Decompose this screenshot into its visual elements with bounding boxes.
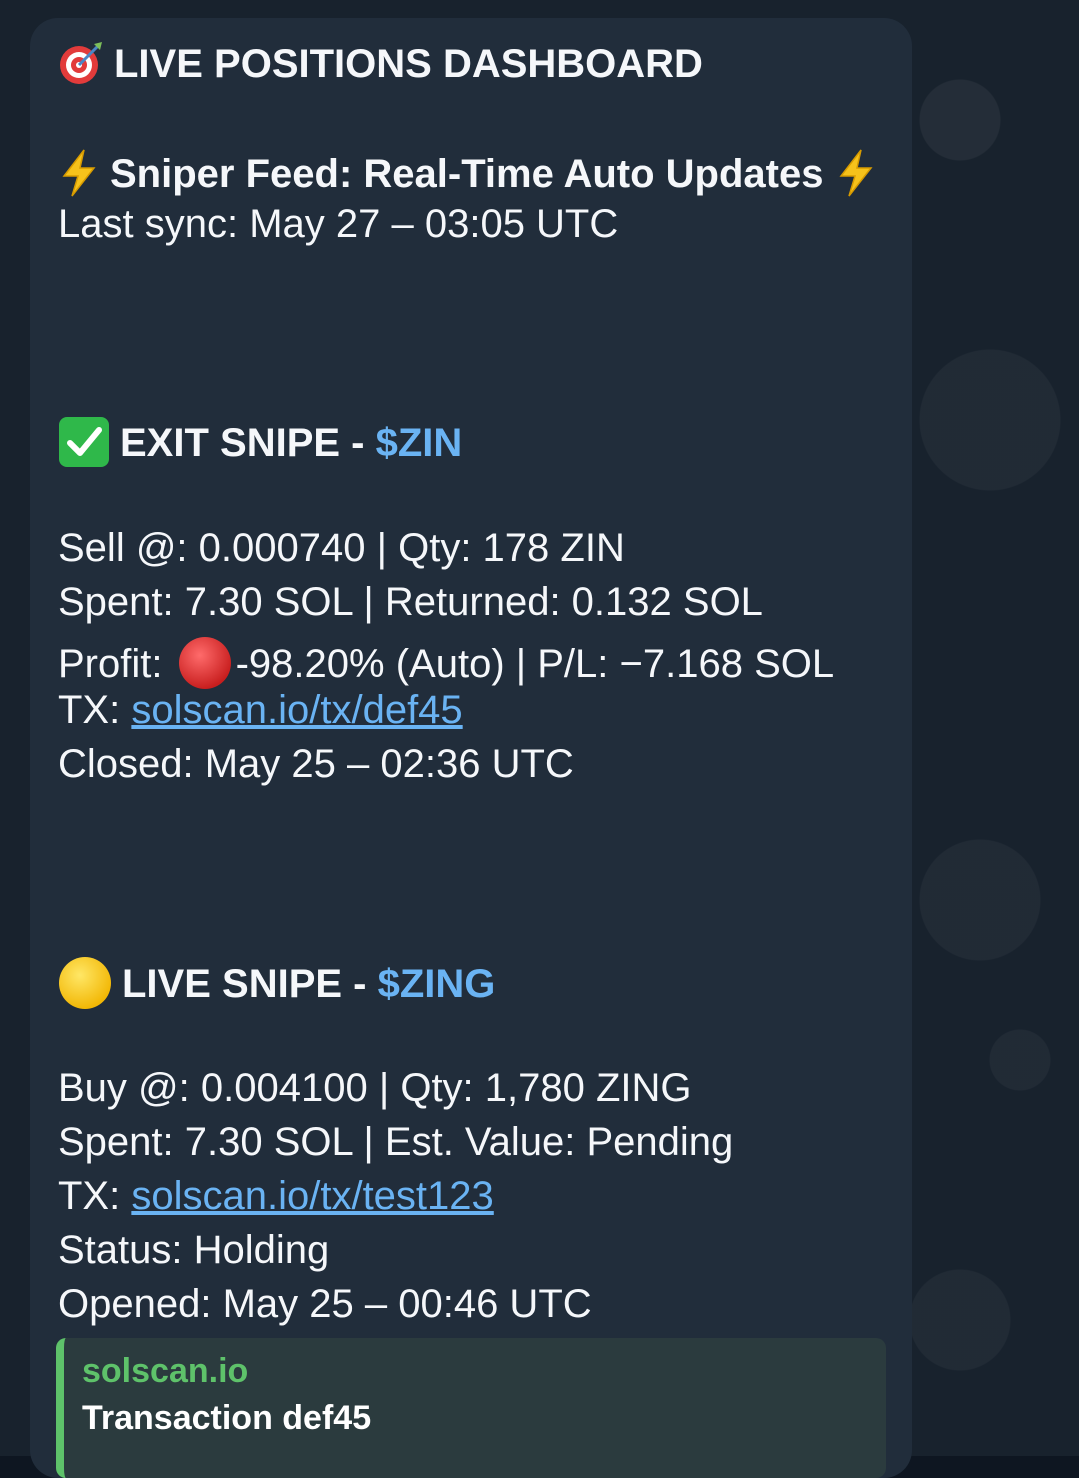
check-mark-icon	[58, 416, 110, 475]
last-sync-text: Last sync: May 27 – 03:05 UTC	[58, 202, 619, 246]
preview-title: Transaction def45	[82, 1399, 372, 1437]
status-line: Status: Holding	[58, 1228, 330, 1272]
closed-line: Closed: May 25 – 02:36 UTC	[58, 742, 574, 786]
target-icon	[58, 40, 104, 93]
live-snipe-heading: LIVE SNIPE - $ZING	[58, 956, 495, 1017]
preview-site-name: solscan.io	[82, 1352, 249, 1390]
exit-tx-link[interactable]: solscan.io/tx/def45	[131, 688, 463, 732]
spent-returned-line: Spent: 7.30 SOL | Returned: 0.132 SOL	[58, 580, 763, 624]
exit-tx-line: TX: solscan.io/tx/def45	[58, 688, 463, 732]
exit-snipe-heading: EXIT SNIPE - $ZIN	[58, 416, 462, 475]
profit-line: Profit: -98.20% (Auto) | P/L: −7.168 SOL	[58, 636, 834, 697]
dashboard-title: LIVE POSITIONS DASHBOARD	[58, 40, 703, 93]
buy-line: Buy @: 0.004100 | Qty: 1,780 ZING	[58, 1066, 692, 1110]
ticker-zin[interactable]: $ZIN	[375, 421, 463, 466]
red-circle-icon	[178, 636, 232, 697]
message-bubble: LIVE POSITIONS DASHBOARD Sniper Feed: Re…	[30, 18, 912, 1478]
live-tx-line: TX: solscan.io/tx/test123	[58, 1174, 494, 1218]
link-preview[interactable]: solscan.io Transaction def45	[56, 1338, 886, 1478]
lightning-icon	[835, 148, 877, 205]
feed-title: Sniper Feed: Real-Time Auto Updates	[58, 148, 877, 205]
sell-line: Sell @: 0.000740 | Qty: 178 ZIN	[58, 526, 625, 570]
live-tx-link[interactable]: solscan.io/tx/test123	[131, 1174, 494, 1218]
lightning-icon	[58, 148, 100, 205]
opened-line: Opened: May 25 – 00:46 UTC	[58, 1282, 592, 1326]
ticker-zing[interactable]: $ZING	[377, 962, 496, 1007]
yellow-circle-icon	[58, 956, 112, 1017]
spent-value-line: Spent: 7.30 SOL | Est. Value: Pending	[58, 1120, 734, 1164]
